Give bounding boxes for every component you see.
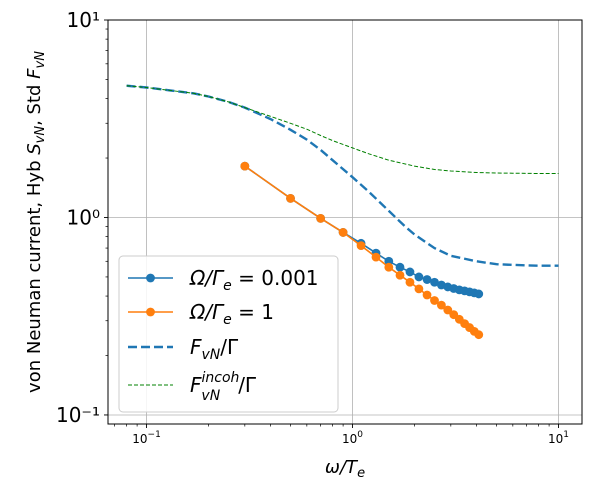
data-point <box>316 213 326 223</box>
legend: Ω/Γe = 0.001 Ω/Γe = 1 FvN/Γ Fincoh vN/Γ <box>118 255 339 413</box>
data-point <box>430 296 439 305</box>
legend-box <box>118 255 339 413</box>
data-point <box>422 290 432 300</box>
data-point <box>395 270 405 280</box>
x-tick-label: 100 <box>342 430 363 446</box>
data-point <box>474 289 484 299</box>
x-tick-label: 10−1 <box>132 430 161 446</box>
data-point <box>414 272 424 282</box>
series-line <box>126 85 559 174</box>
series-3 <box>126 85 559 174</box>
data-point <box>371 252 381 262</box>
series-layer <box>126 84 559 340</box>
data-point <box>240 161 250 171</box>
y-tick-label: 10⁻¹ <box>56 403 100 427</box>
legend-item: FvN/Γ <box>128 335 239 363</box>
data-point <box>474 330 484 340</box>
data-point <box>286 193 295 203</box>
series-1 <box>240 161 484 340</box>
legend-item: Fincoh vN/Γ <box>128 370 257 404</box>
data-point <box>414 284 424 294</box>
data-point <box>443 305 453 315</box>
data-point <box>356 241 366 251</box>
data-point <box>405 277 415 287</box>
legend-marker <box>146 307 155 317</box>
y-tick-label: 10⁰ <box>67 205 100 229</box>
legend-label: Fincoh vN/Γ <box>190 370 257 404</box>
x-tick-label: 101 <box>548 430 569 446</box>
legend-label: Ω/Γe = 1 <box>189 300 274 328</box>
x-axis-label: ω/Te <box>325 457 365 481</box>
data-point <box>436 300 446 310</box>
data-point <box>395 262 405 272</box>
legend-label: FvN/Γ <box>190 335 239 363</box>
plot-frame <box>107 19 583 425</box>
tick-layer: 10−1 100 101 10⁻¹ 10⁰ 10¹ <box>56 8 569 446</box>
series-2 <box>126 84 559 267</box>
y-axis-label: von Neuman current, Hyb SvN, Std FvN <box>24 51 48 393</box>
data-point <box>338 228 348 237</box>
y-tick-label: 10¹ <box>67 8 100 32</box>
series-line <box>126 84 559 267</box>
data-point <box>405 267 415 277</box>
legend-marker <box>146 273 155 283</box>
data-point <box>430 277 439 287</box>
data-point <box>422 275 432 284</box>
legend-label: Ω/Γe = 0.001 <box>189 266 319 294</box>
legend-item: Ω/Γe = 0.001 <box>128 266 319 294</box>
data-point <box>384 262 394 272</box>
legend-item: Ω/Γe = 1 <box>128 300 274 328</box>
